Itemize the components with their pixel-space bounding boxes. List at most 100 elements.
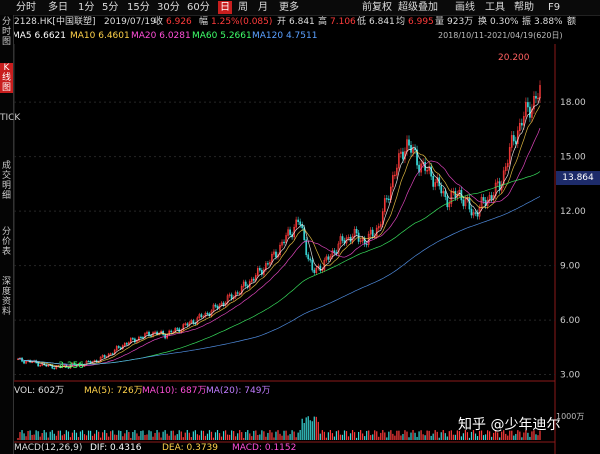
volume-bar (331, 433, 334, 440)
candle-body (212, 304, 215, 312)
volume-bar (55, 435, 57, 440)
candle-body (234, 292, 237, 298)
period-tab-minute[interactable]: 分时 (16, 2, 36, 13)
y-tick-label: 6.00 (560, 316, 580, 326)
watermark-text: 知乎 @少年迪尔 (458, 417, 561, 433)
candle-body (148, 331, 150, 336)
volume-bar (448, 431, 450, 440)
period-tab-30min[interactable]: 30分 (157, 2, 180, 13)
period-tab-multiday[interactable]: 多日 (48, 2, 68, 13)
close-value: 6.926 (166, 17, 192, 27)
sidebar-item-kline[interactable]: K线图 (0, 63, 13, 93)
volume-bar (515, 433, 517, 440)
candle-body (392, 175, 394, 188)
volume-bar (378, 436, 380, 440)
sidebar-item-tick[interactable]: TICK (0, 113, 21, 123)
volume-bar (144, 434, 146, 440)
period-tab-60min[interactable]: 60分 (187, 2, 210, 13)
candle-body (482, 197, 485, 201)
volume-bar (386, 437, 388, 440)
ma10-label: MA10 6.4601 (70, 31, 130, 41)
volume-bar (17, 438, 19, 440)
volume-bar (235, 436, 237, 440)
f9-button[interactable]: F9 (548, 2, 561, 13)
period-tab-15min[interactable]: 15分 (127, 2, 150, 13)
volume-bar (128, 432, 130, 440)
candle-body (160, 331, 162, 334)
change-value: 1.25%(0.085) (211, 17, 273, 27)
candle-body (51, 364, 54, 369)
volume-bar (422, 434, 424, 440)
volume-bar (33, 434, 35, 440)
amplitude-value: 3.88% (534, 17, 563, 27)
sidebar-item-trade-detail[interactable]: 成交明细 (1, 161, 11, 201)
min-price-label: 3.356 (58, 361, 84, 371)
quote-info-row: 2128.HK[中国联塑] 2019/07/19 收 6.926 幅 1.25%… (0, 15, 600, 29)
super-overlay-button[interactable]: 超级叠加 (398, 2, 438, 13)
candle-body (244, 281, 247, 287)
volume-bar (347, 436, 350, 440)
volume-bar (432, 433, 434, 440)
volume-bar (277, 430, 279, 440)
volume-bar (360, 430, 362, 440)
candle-body (400, 151, 402, 154)
draw-line-button[interactable]: 画线 (455, 2, 475, 13)
period-tab-monthly[interactable]: 月 (258, 2, 268, 13)
volume-bar (158, 432, 160, 440)
candle-body (269, 261, 271, 265)
volume-value: 923万 (447, 17, 474, 27)
volume-bar (261, 430, 263, 440)
candle-body (170, 330, 173, 333)
volume-bar (63, 434, 65, 440)
volume-bar (35, 430, 37, 440)
volume-bar (267, 432, 269, 440)
volume-bar (539, 430, 541, 440)
volume-bar (525, 430, 527, 440)
volume-bar (351, 430, 354, 440)
candle-body (369, 229, 372, 235)
period-tab-weekly[interactable]: 周 (238, 2, 248, 13)
volume-bar (176, 434, 178, 440)
help-button[interactable]: 帮助 (514, 2, 534, 13)
sidebar-item-timeshare[interactable]: 分时图 (1, 17, 11, 47)
candle-body (529, 106, 531, 118)
candle-body (299, 221, 302, 225)
period-tab-5min[interactable]: 5分 (102, 2, 119, 13)
volume-bar (243, 437, 245, 440)
candle-body (408, 139, 410, 146)
chart-grid (13, 44, 556, 454)
volume-bar (444, 433, 446, 440)
volume-bar (249, 433, 251, 440)
volume-bar (87, 430, 90, 440)
volume-bar (104, 430, 106, 440)
volume-bar (396, 430, 398, 440)
volume-bar (168, 435, 170, 440)
period-tab-daily[interactable]: 日 (218, 1, 232, 14)
candle-body (333, 250, 336, 253)
volume-bar (263, 431, 265, 440)
volume-bar (424, 435, 426, 440)
adjust-forward-button[interactable]: 前复权 (362, 2, 392, 13)
y-tick-label: 15.00 (560, 153, 586, 163)
volume-bar (118, 430, 120, 440)
period-tab-1min[interactable]: 1分 (78, 2, 95, 13)
volume-bar (251, 436, 253, 440)
candle-body (216, 305, 219, 309)
sidebar-item-depth-data[interactable]: 深度资料 (1, 277, 11, 317)
sidebar-item-price-table[interactable]: 分价表 (1, 227, 11, 257)
candle-body (490, 195, 493, 200)
volume-bar (89, 430, 92, 440)
candle-body (200, 314, 203, 318)
candle-body (186, 323, 189, 326)
volume-bar (247, 430, 249, 440)
volume-bar (313, 416, 315, 440)
volume-bar (224, 430, 227, 440)
volume-bar (233, 431, 235, 440)
volume-bar (345, 431, 348, 440)
quote-date: 2019/07/19 (104, 17, 156, 27)
tools-button[interactable]: 工具 (485, 2, 505, 13)
volume-bar (353, 432, 356, 440)
volume-bar (269, 430, 271, 440)
period-tab-more[interactable]: 更多 (279, 2, 299, 13)
